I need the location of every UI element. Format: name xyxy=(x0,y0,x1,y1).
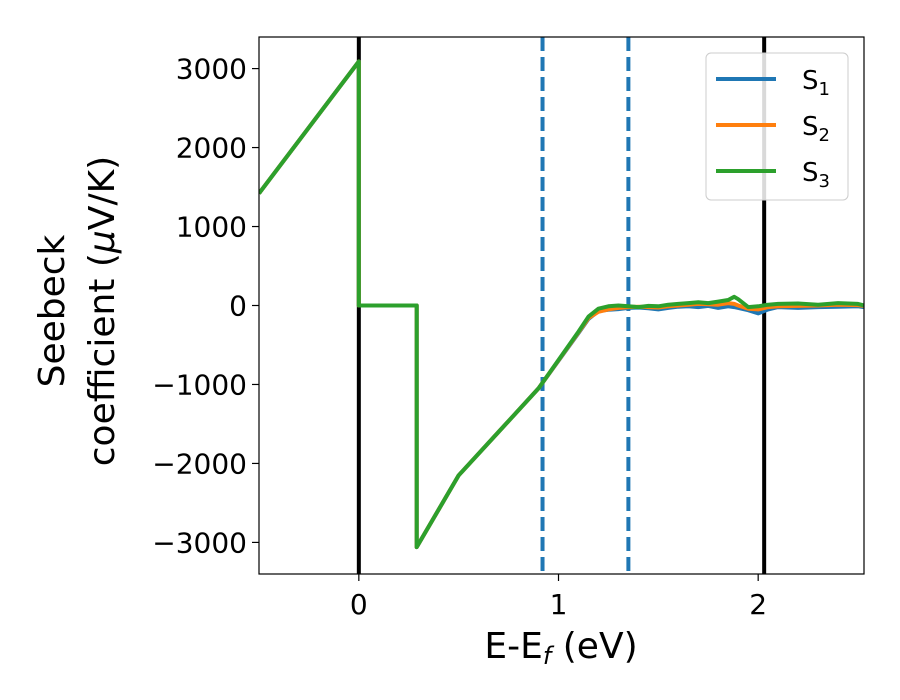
x-tick-label: 2 xyxy=(749,588,767,621)
y-tick-label: 2000 xyxy=(176,132,247,165)
y-axis-label: Seebeck coefficient (μV/K) xyxy=(32,156,123,466)
x-tick-label: 1 xyxy=(550,588,568,621)
legend-label-s2: S2 xyxy=(802,112,830,146)
legend-label-s1: S1 xyxy=(802,66,830,100)
y-tick-label: −2000 xyxy=(152,447,247,480)
y-tick-label: −3000 xyxy=(152,526,247,559)
legend-label-s3: S3 xyxy=(802,158,830,192)
y-tick-label: 3000 xyxy=(176,53,247,86)
x-axis-label: E-Ef (eV) xyxy=(484,626,637,670)
axes: 0 1 2 3000 2000 1000 0 −1000 −2000 −3000 xyxy=(152,36,865,621)
y-tick-label: 0 xyxy=(229,290,247,323)
y-axis-label-line2: coefficient (μV/K) xyxy=(82,156,123,466)
y-tick-label: −1000 xyxy=(152,368,247,401)
legend-box xyxy=(705,52,849,201)
series-line-s3 xyxy=(259,59,864,550)
legend: S1 S2 S3 xyxy=(705,52,849,201)
y-tick-label: 1000 xyxy=(176,211,247,244)
x-tick-label: 0 xyxy=(350,588,368,621)
series-lines xyxy=(259,59,864,550)
